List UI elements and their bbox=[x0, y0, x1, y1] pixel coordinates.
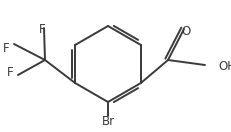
Text: F: F bbox=[3, 41, 10, 55]
Text: OH: OH bbox=[217, 60, 231, 72]
Text: O: O bbox=[181, 25, 190, 38]
Text: Br: Br bbox=[101, 115, 114, 128]
Text: F: F bbox=[39, 23, 45, 36]
Text: F: F bbox=[7, 65, 14, 79]
